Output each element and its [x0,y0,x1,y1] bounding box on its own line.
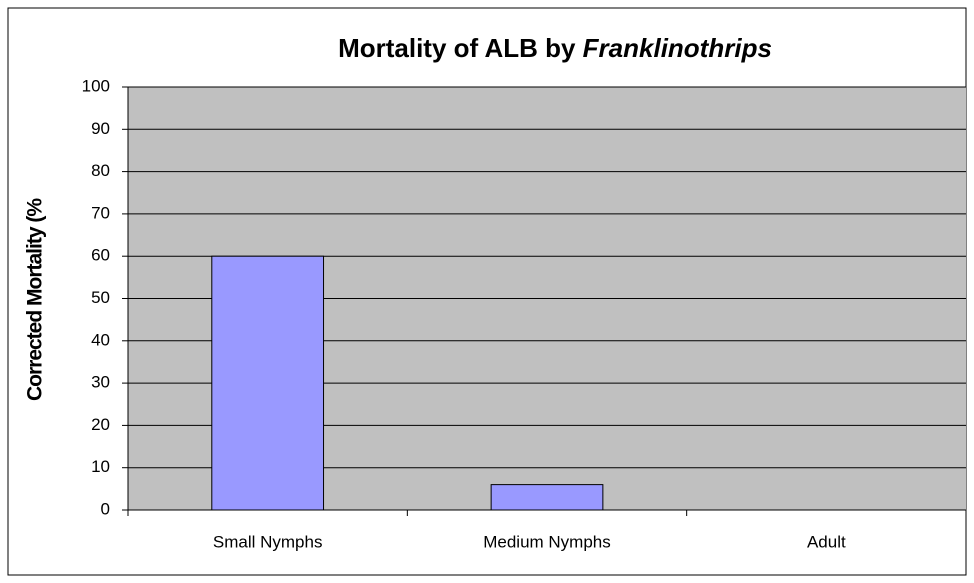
x-tick-label: Adult [807,532,846,551]
y-tick-label: 10 [91,457,110,476]
bar [211,255,325,511]
y-tick-label: 80 [91,161,110,180]
y-tick-label: 0 [101,499,110,518]
y-tick-label: 70 [91,203,110,222]
y-tick-label: 40 [91,330,110,349]
y-tick-label: 50 [91,288,110,307]
y-tick-label: 100 [82,76,110,95]
title-text: Mortality of ALB by [338,33,583,63]
bar [490,484,604,511]
y-tick-label: 20 [91,415,110,434]
x-tick-label: Small Nymphs [213,532,323,551]
chart-title: Mortality of ALB by Franklinothrips [338,33,772,63]
y-tick-label: 60 [91,246,110,265]
title-italic: Franklinothrips [583,33,772,63]
y-axis-label: Corrected Mortality (% [24,198,47,401]
y-tick-label: 30 [91,373,110,392]
y-tick-label: 90 [91,119,110,138]
x-tick-label: Medium Nymphs [483,532,611,551]
